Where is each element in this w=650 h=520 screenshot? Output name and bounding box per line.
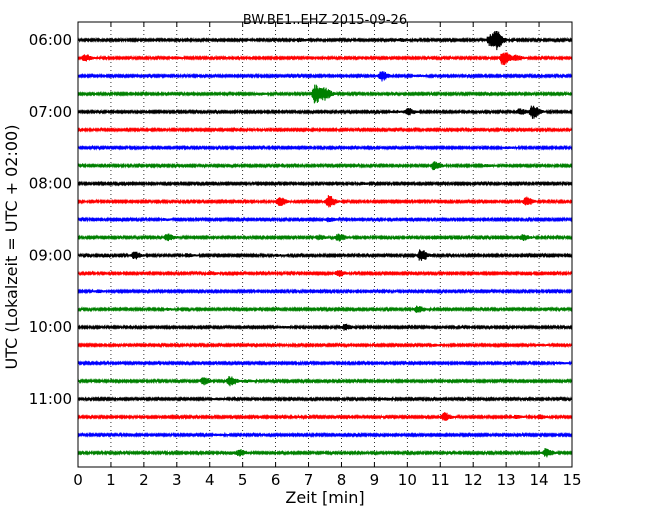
x-tick-label: 12 — [464, 471, 483, 489]
x-tick-label: 11 — [431, 471, 450, 489]
seismic-trace-5 — [77, 126, 573, 133]
seismic-trace-20 — [77, 395, 573, 403]
seismic-trace-1 — [77, 52, 573, 66]
seismic-trace-18 — [77, 360, 573, 367]
y-tick-label: 07:00 — [29, 103, 72, 121]
x-tick-label: 2 — [139, 471, 149, 489]
seismic-trace-11 — [77, 233, 573, 242]
x-tick-label: 13 — [497, 471, 516, 489]
seismic-trace-23 — [77, 448, 573, 458]
x-tick-label: 5 — [238, 471, 248, 489]
y-tick-label: 09:00 — [29, 246, 72, 264]
seismic-trace-13 — [77, 270, 573, 277]
x-tick-label: 4 — [205, 471, 215, 489]
seismic-trace-21 — [77, 412, 573, 421]
chart-title: BW.BE1..EHZ 2015-09-26 — [243, 13, 407, 28]
x-tick-label: 10 — [398, 471, 417, 489]
plot-frame — [77, 21, 573, 468]
y-tick-label: 10:00 — [29, 318, 72, 336]
seismic-trace-3 — [77, 84, 573, 104]
seismic-trace-16 — [77, 323, 573, 331]
y-tick-label: 08:00 — [29, 175, 72, 193]
seismic-trace-6 — [77, 144, 573, 151]
x-tick-label: 15 — [562, 471, 581, 489]
seismic-trace-15 — [77, 305, 573, 313]
seismic-trace-8 — [77, 180, 573, 187]
seismic-trace-10 — [77, 216, 573, 223]
x-tick-label: 8 — [337, 471, 347, 489]
y-axis-label: UTC (Lokalzeit = UTC + 02:00) — [2, 125, 21, 370]
y-tick-label: 06:00 — [29, 31, 72, 49]
x-tick-label: 14 — [530, 471, 549, 489]
x-tick-label: 9 — [370, 471, 380, 489]
x-tick-label: 1 — [106, 471, 116, 489]
seismic-trace-0 — [77, 30, 573, 51]
y-axis-ticks: 06:00 07:00 08:00 09:00 10:00 11:00 — [29, 31, 572, 408]
seismic-trace-17 — [77, 342, 573, 349]
seismic-trace-2 — [77, 71, 573, 82]
x-tick-label: 7 — [304, 471, 314, 489]
seismic-trace-7 — [77, 161, 573, 171]
seismic-traces — [77, 30, 573, 458]
y-tick-label: 11:00 — [29, 390, 72, 408]
seismic-trace-22 — [77, 431, 573, 438]
seismic-trace-19 — [77, 376, 573, 387]
x-tick-label: 3 — [172, 471, 182, 489]
seismic-trace-9 — [77, 195, 573, 208]
x-axis-ticks: 0 1 2 3 4 5 6 7 8 9 10 11 12 13 14 15 — [73, 22, 582, 489]
seismic-trace-14 — [77, 288, 573, 295]
seismic-trace-12 — [77, 249, 573, 261]
seismic-trace-4 — [77, 105, 573, 119]
x-axis-label: Zeit [min] — [285, 488, 364, 507]
x-tick-label: 6 — [271, 471, 281, 489]
x-tick-label: 0 — [73, 471, 83, 489]
